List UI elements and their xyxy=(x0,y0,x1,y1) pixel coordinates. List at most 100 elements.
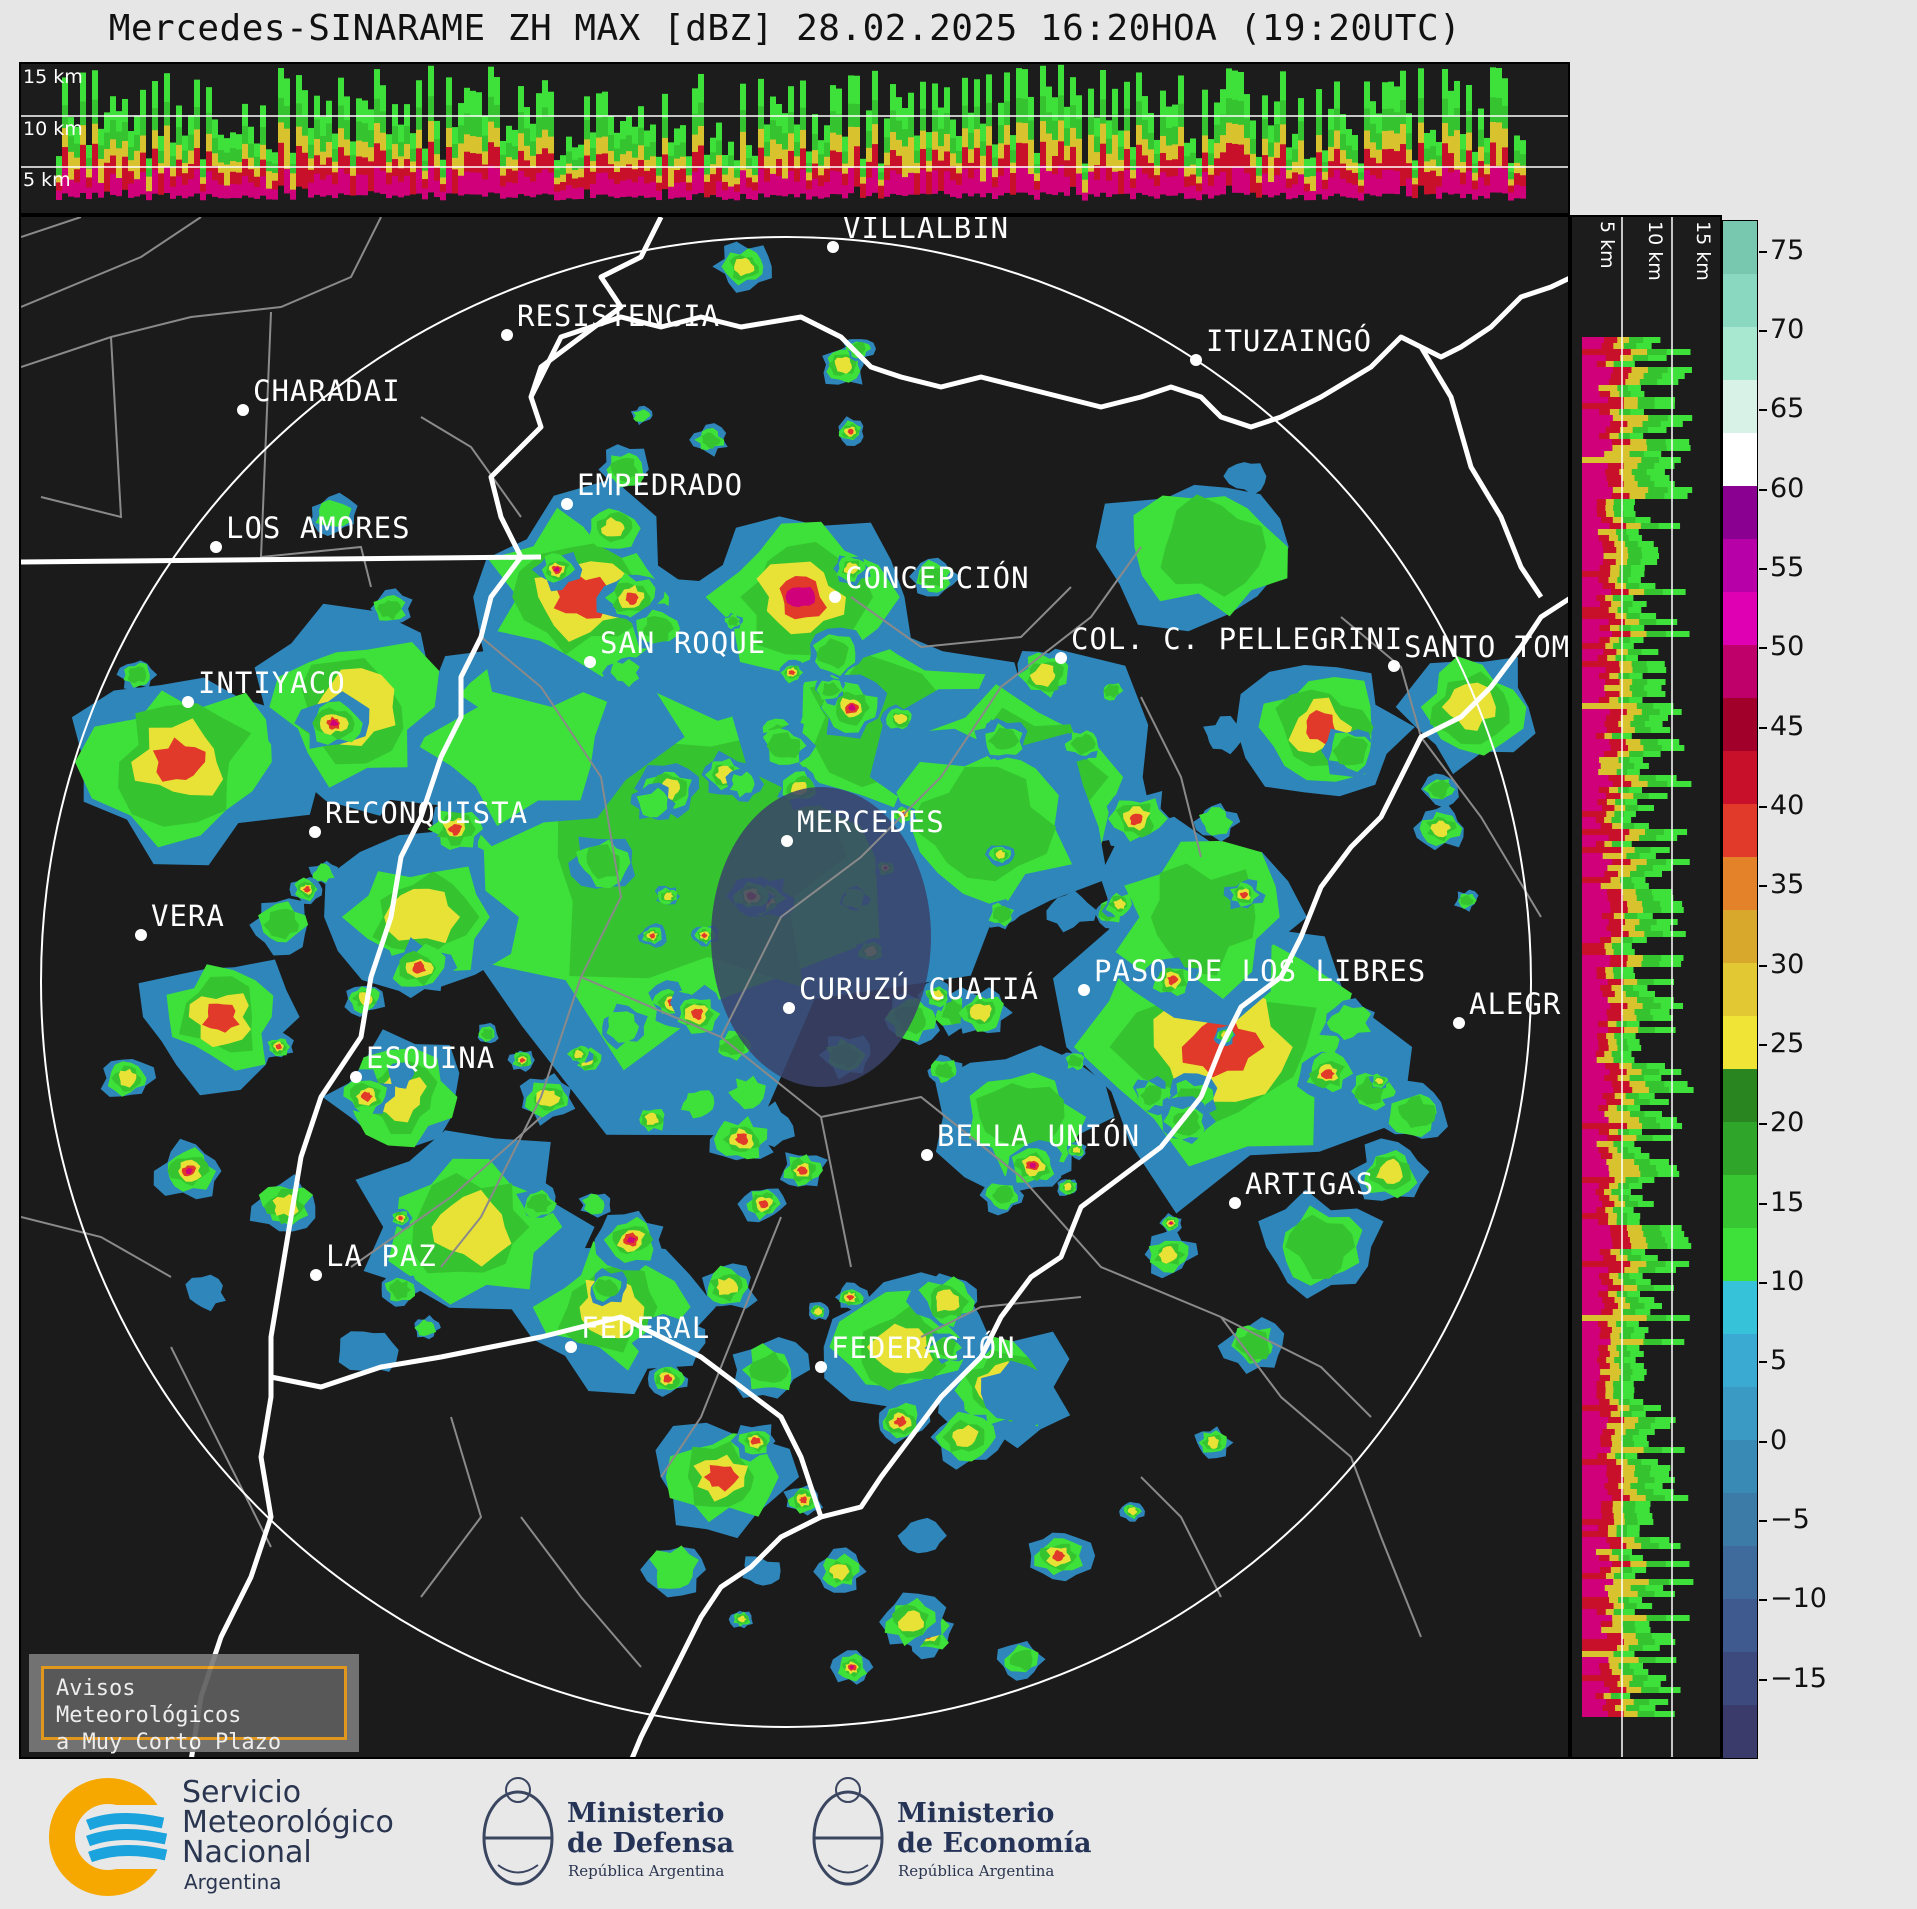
profile-row xyxy=(1582,1621,1601,1627)
profile-row xyxy=(1582,463,1608,469)
profile-column xyxy=(254,187,260,199)
profile-column xyxy=(146,191,152,201)
echo-cell xyxy=(526,1193,553,1213)
profile-column xyxy=(728,186,734,199)
profile-column xyxy=(644,170,650,195)
profile-column xyxy=(1202,152,1208,189)
profile-row xyxy=(1582,931,1612,937)
echo-cell xyxy=(893,713,908,724)
profile-column xyxy=(1220,152,1226,189)
profile-row xyxy=(1582,1327,1601,1333)
profile-column xyxy=(938,160,944,191)
profile-column xyxy=(716,181,722,198)
city-marker xyxy=(561,498,573,510)
profile-row xyxy=(1582,529,1617,535)
profile-column xyxy=(368,161,374,192)
profile-column xyxy=(440,191,446,201)
echo-cell xyxy=(185,1274,226,1312)
profile-column xyxy=(632,182,638,198)
profile-row xyxy=(1582,487,1649,493)
profile-column xyxy=(1412,184,1418,199)
profile-column xyxy=(482,179,488,197)
profile-column xyxy=(1178,168,1184,194)
profile-row xyxy=(1582,691,1606,697)
profile-column xyxy=(230,171,236,195)
profile-column xyxy=(866,161,872,192)
profile-column xyxy=(260,159,266,191)
echo-cell xyxy=(594,1278,619,1297)
profile-column xyxy=(428,165,434,193)
profile-column xyxy=(122,156,128,190)
echo-cell xyxy=(1167,975,1179,986)
profile-column xyxy=(986,145,992,187)
profile-row xyxy=(1582,1633,1608,1639)
city-marker xyxy=(309,826,321,838)
profile-column xyxy=(818,186,824,199)
profile-column xyxy=(1238,144,1244,187)
echo-cell xyxy=(480,1029,493,1040)
profile-column xyxy=(1316,152,1322,189)
echo-cell xyxy=(748,1351,790,1383)
economia-line-1: Ministerio xyxy=(897,1798,1055,1829)
echo-cell xyxy=(447,824,463,836)
colorbar-band xyxy=(1723,327,1757,381)
profile-row xyxy=(1582,433,1600,439)
profile-column xyxy=(434,166,440,193)
colorbar-tick-label: 30 xyxy=(1770,948,1805,980)
profile-row xyxy=(1582,1657,1639,1663)
profile-column xyxy=(1496,122,1502,180)
profile-column xyxy=(1298,174,1304,196)
city-marker xyxy=(1229,1197,1241,1209)
echo-cell xyxy=(202,1003,240,1033)
echo-cell xyxy=(766,732,801,758)
profile-column xyxy=(872,166,878,193)
profile-row xyxy=(1582,1015,1608,1021)
top-km-label-15: 15 km xyxy=(23,66,83,88)
profile-column xyxy=(944,151,950,189)
profile-column xyxy=(584,155,590,190)
echo-cell xyxy=(701,932,708,938)
profile-column xyxy=(1520,175,1526,196)
profile-column xyxy=(818,175,824,196)
echo-cell xyxy=(995,849,1005,859)
profile-row xyxy=(1582,685,1630,691)
warning-box[interactable]: Avisos Meteorológicos a Muy Corto Plazo xyxy=(29,1654,359,1755)
side-km-label-15: 15 km xyxy=(1692,221,1714,281)
echo-cell xyxy=(1067,1054,1084,1067)
echo-cell xyxy=(690,1008,704,1021)
profile-column xyxy=(638,176,644,196)
city-label: LOS AMORES xyxy=(226,511,411,545)
city-label: VERA xyxy=(151,899,225,933)
colorbar-band xyxy=(1723,910,1757,964)
side-cross-section: 5 km 10 km 15 km xyxy=(1570,215,1722,1759)
profile-column xyxy=(1310,176,1316,196)
echo-cell xyxy=(1046,890,1098,933)
colorbar-band xyxy=(1723,433,1757,487)
city-label: CHARADAI xyxy=(253,374,401,408)
profile-row xyxy=(1582,955,1611,961)
profile-row xyxy=(1582,1093,1603,1099)
profile-column xyxy=(1400,144,1406,187)
echo-cell xyxy=(586,844,620,880)
profile-row xyxy=(1582,1627,1624,1633)
echo-cell xyxy=(843,562,859,575)
profile-row xyxy=(1582,853,1603,859)
city-label: MERCEDES xyxy=(797,805,945,839)
colorbar-band xyxy=(1723,1122,1757,1176)
profile-column xyxy=(1472,189,1478,200)
profile-column xyxy=(1142,155,1148,190)
echo-cell xyxy=(644,1112,659,1125)
echo-cell xyxy=(1430,820,1451,838)
echo-cell xyxy=(847,428,854,435)
profile-row xyxy=(1582,1057,1597,1063)
profile-column xyxy=(398,168,404,194)
profile-column xyxy=(704,181,710,198)
profile-row xyxy=(1582,1591,1638,1597)
profile-column xyxy=(890,170,896,194)
profile-column xyxy=(980,181,986,198)
city-marker xyxy=(310,1269,322,1281)
city-marker xyxy=(1078,984,1090,996)
profile-column xyxy=(1388,169,1394,194)
profile-column xyxy=(242,158,248,191)
profile-column xyxy=(794,181,800,198)
